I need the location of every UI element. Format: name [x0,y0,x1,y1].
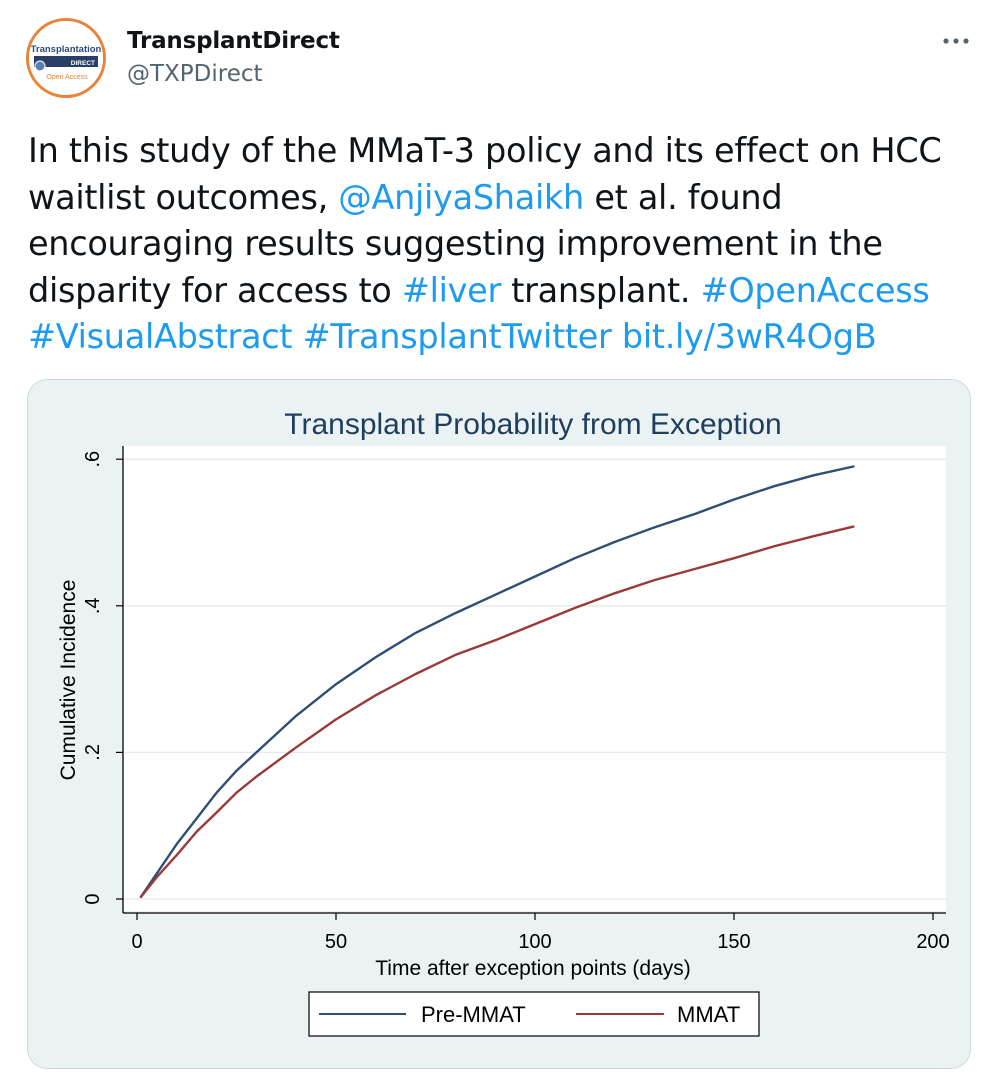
tweet-text-part-3: transplant. [500,270,701,310]
hashtag-liver-link[interactable]: #liver [401,270,501,310]
tweet-text-part-2: et al. found encouraging results suggest… [28,177,883,310]
y-tick-label: 0 [82,893,104,904]
grid [124,458,946,900]
y-tick-label: .2 [82,744,104,761]
series [139,465,855,898]
chart-title: Transplant Probability from Exception [284,408,781,441]
legend-label-pre-mmat: Pre-MMAT [421,1002,526,1027]
x-tick-label: 0 [131,931,142,953]
x-tick-label: 50 [325,931,347,953]
author-name[interactable]: TransplantDirect [127,28,340,54]
plot-area [123,446,946,911]
y-tick-label: .6 [82,451,104,468]
more-horizontal-icon[interactable] [938,24,974,54]
x-tick-label: 200 [916,931,949,953]
series-line-pre-mmat [139,465,855,898]
hashtag-openaccess-link[interactable]: #OpenAccess [700,270,930,310]
hashtag-visualabstract-link[interactable]: #VisualAbstract [28,317,293,356]
avatar-logo-line3: Open Access [46,74,88,81]
avatar-logo-line2: DIRECT [71,60,95,67]
series-line-mmat [139,525,855,898]
y-axis-label: Cumulative Incidence [57,580,80,781]
author-avatar[interactable]: Transplantation DIRECT Open Access [26,18,106,98]
y-tick-label: .4 [82,597,104,614]
mention-link[interactable]: @AnjiyaShaikh [338,177,584,217]
x-tick-label: 150 [717,931,750,953]
tweet-media-image[interactable]: 0 .2 .4 .6 0 50 100 150 200 Transplant Probabili… [27,379,971,1069]
tweet-text-part-1: In this study of the MMaT-3 policy and i… [28,131,942,217]
x-axis-label: Time after exception points (days) [375,957,691,980]
chart: 0 .2 .4 .6 0 50 100 150 200 Transplant Probabili… [57,408,950,1037]
legend: Pre-MMAT MMAT [308,991,760,1037]
tweet-text: In this study of the MMaT-3 policy and i… [28,128,973,361]
ticks: 0 .2 .4 .6 0 50 100 150 200 [82,451,950,953]
avatar-logo-line1: Transplantation [31,44,102,55]
legend-label-mmat: MMAT [677,1002,740,1027]
hashtag-transplanttwitter-link[interactable]: #TransplantTwitter [302,317,612,356]
author-handle[interactable]: @TXPDirect [127,61,263,87]
short-url-link[interactable]: bit.ly/3wR4OgB [621,317,877,356]
x-tick-label: 100 [518,931,551,953]
